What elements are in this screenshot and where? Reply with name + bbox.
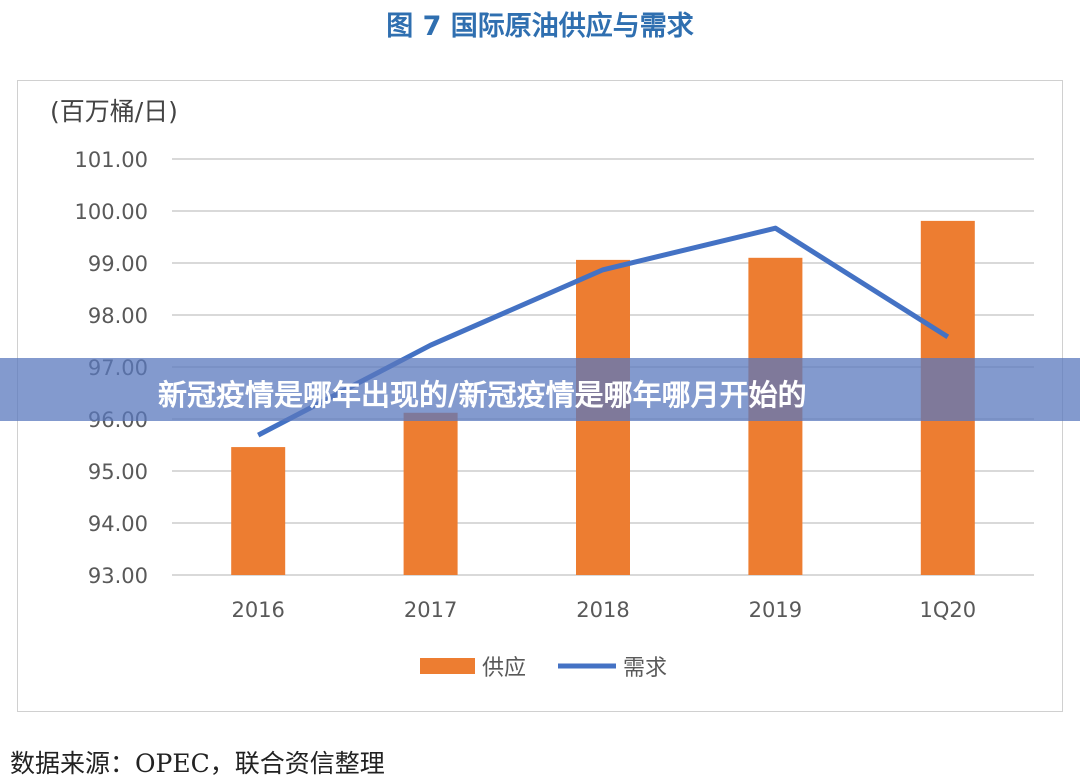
y-tick-label: 100.00 bbox=[75, 200, 148, 224]
y-tick-label: 99.00 bbox=[88, 252, 148, 276]
overlay-banner-text: 新冠疫情是哪年出现的/新冠疫情是哪年哪月开始的 bbox=[158, 378, 807, 412]
x-tick-label: 2017 bbox=[404, 598, 457, 622]
y-tick-label: 95.00 bbox=[88, 460, 148, 484]
bar-2017 bbox=[403, 412, 458, 575]
x-tick-label: 1Q20 bbox=[919, 598, 976, 622]
y-tick-label: 101.00 bbox=[75, 148, 148, 172]
y-tick-label: 93.00 bbox=[88, 564, 148, 588]
source-note: 数据来源：OPEC，联合资信整理 bbox=[10, 749, 385, 778]
overlay-banner bbox=[0, 358, 1080, 421]
y-axis-unit-label: (百万桶/日) bbox=[50, 97, 178, 126]
legend-supply-swatch bbox=[420, 658, 475, 674]
x-tick-label: 2016 bbox=[231, 598, 284, 622]
chart-title: 图 7 国际原油供应与需求 bbox=[386, 11, 694, 42]
legend-supply-label: 供应 bbox=[482, 656, 526, 681]
x-tick-label: 2019 bbox=[749, 598, 802, 622]
x-tick-label: 2018 bbox=[576, 598, 629, 622]
y-tick-label: 98.00 bbox=[88, 304, 148, 328]
bar-2016 bbox=[231, 447, 286, 575]
y-tick-label: 94.00 bbox=[88, 512, 148, 536]
legend-demand-label: 需求 bbox=[623, 656, 667, 681]
